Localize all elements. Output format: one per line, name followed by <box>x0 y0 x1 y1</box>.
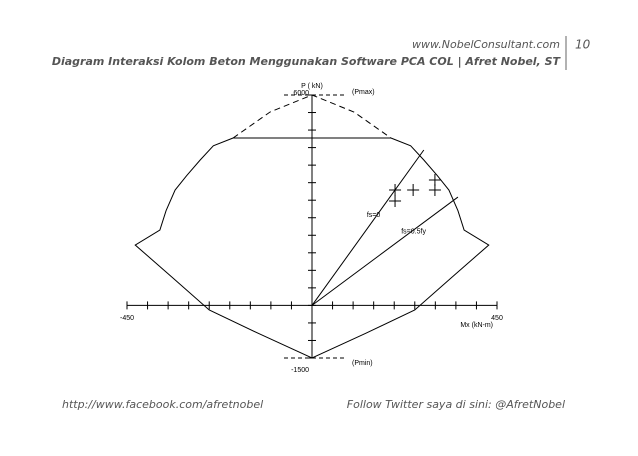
site: www.NobelConsultant.com <box>412 38 560 51</box>
x-tick-label: 450 <box>491 315 503 322</box>
footer-right: Follow Twitter saya di sini: @AfretNobel <box>347 398 565 411</box>
y-axis-label: P ( kN) <box>301 83 323 90</box>
page-number: 10 <box>575 38 591 52</box>
x-tick-label: -450 <box>120 315 134 322</box>
radial-label: fs=0.5fy <box>401 229 426 236</box>
radial-line <box>311 149 425 306</box>
point <box>389 195 402 208</box>
point <box>428 184 441 197</box>
y-tick-label: 6000 <box>293 90 309 97</box>
radial-line <box>311 196 459 306</box>
ref-label: (Pmin) <box>352 360 373 367</box>
footer-left: http://www.facebook.com/afretnobel <box>62 398 263 411</box>
radial-label: fs=0 <box>367 212 381 219</box>
ref-label: (Pmax) <box>352 89 375 96</box>
title: Diagram Interaksi Kolom Beton Menggunaka… <box>52 55 562 68</box>
x-axis-label: Mx (kN-m) <box>460 322 493 329</box>
y-tick-label: -1500 <box>291 367 309 374</box>
point <box>389 184 402 197</box>
point <box>407 184 420 197</box>
